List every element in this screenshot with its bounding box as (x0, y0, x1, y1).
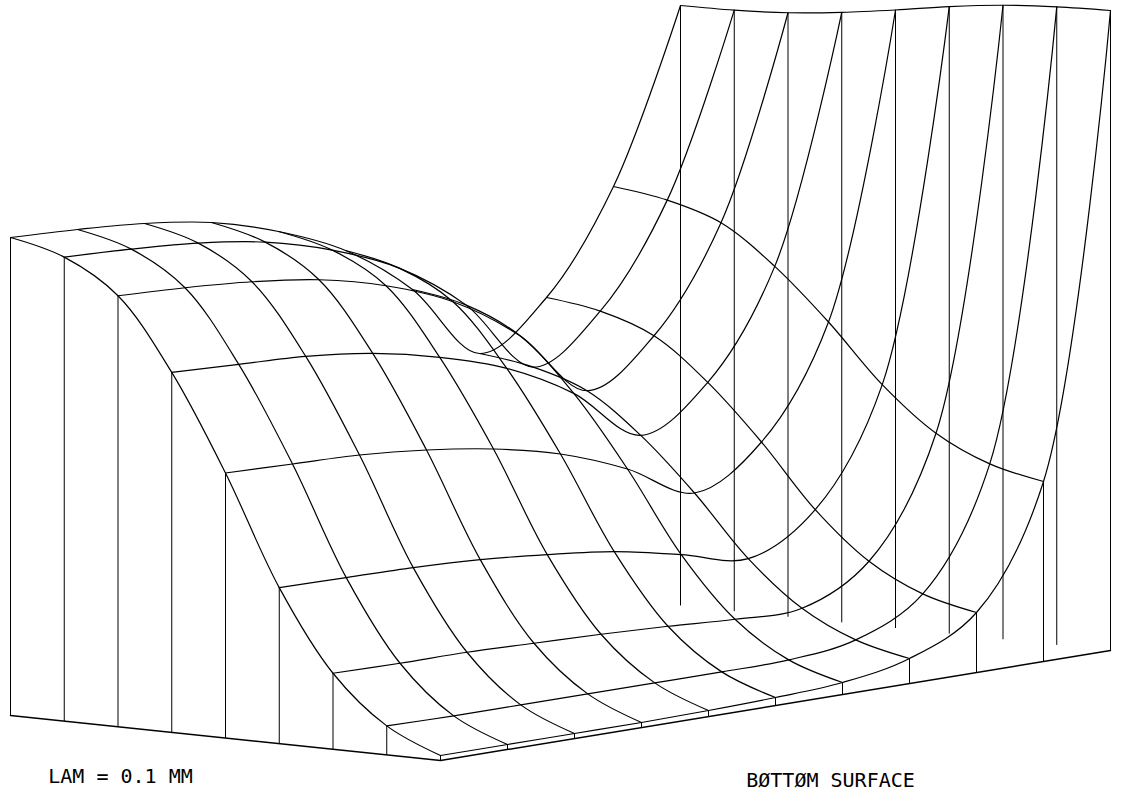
svg-text:BØTTØM SURFACE: BØTTØM SURFACE (746, 768, 915, 792)
svg-text:LAM = 0.1 MM: LAM = 0.1 MM (48, 764, 193, 788)
